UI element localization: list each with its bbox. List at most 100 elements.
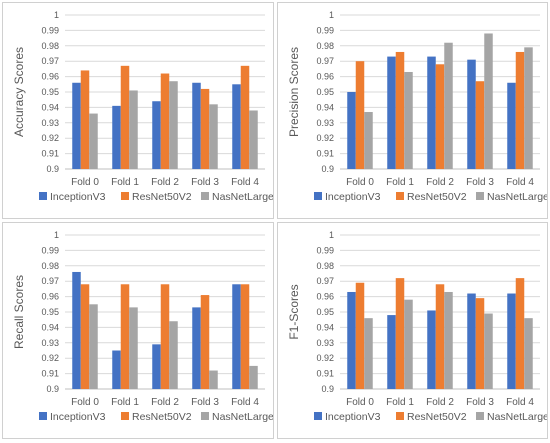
chart-3-bar-nasnetlarge: [524, 318, 533, 389]
chart-3-legend-swatch-nasnetlarge: [476, 412, 484, 420]
chart-2-legend-label-inceptionv3: InceptionV3: [50, 411, 106, 423]
chart-1-bar-nasnetlarge: [524, 47, 533, 170]
chart-3-bar-inceptionv3: [467, 293, 476, 389]
chart-2-xtick-label: Fold 1: [111, 397, 139, 408]
chart-2-bar-nasnetlarge: [209, 370, 218, 389]
chart-0-bar-inceptionv3: [192, 82, 201, 169]
chart-1-bar-inceptionv3: [427, 56, 436, 169]
chart-0-legend-swatch-nasnetlarge: [201, 192, 209, 200]
f1-chart: 0.9 0.91 0.92 0.93 0.94 0.95 0.96 0.97 0.98 0.99 1…: [287, 230, 549, 423]
chart-1-ytick-label: 0.97: [316, 56, 334, 66]
chart-0-legend-label-inceptionv3: InceptionV3: [50, 191, 106, 203]
chart-2-bar-inceptionv3: [232, 284, 241, 389]
chart-0-legend-swatch-inceptionv3: [39, 192, 47, 200]
chart-3-bar-inceptionv3: [387, 315, 396, 389]
chart-3-ytick-label: 0.92: [316, 353, 334, 363]
chart-3-bar-resnet50v2: [475, 298, 485, 389]
chart-2-ytick-label: 1: [54, 230, 59, 240]
accuracy-chart: 0.9 0.91 0.92 0.93 0.94 0.95 0.96 0.97 0.98 0.99 1…: [12, 10, 274, 203]
chart-2-ytick-label: 0.9: [46, 384, 59, 394]
chart-1-bar-inceptionv3: [387, 56, 396, 169]
chart-1-bar-nasnetlarge: [484, 33, 493, 170]
chart-2-bar-inceptionv3: [112, 350, 121, 389]
chart-3-legend-swatch-inceptionv3: [314, 412, 322, 420]
chart-3-legend-label-resnet50v2: ResNet50V2: [407, 411, 467, 423]
chart-0-bar-resnet50v2: [160, 73, 170, 169]
chart-1-xtick-label: Fold 1: [386, 177, 414, 188]
chart-1-bar-resnet50v2: [475, 81, 485, 169]
chart-1-legend-swatch-inceptionv3: [314, 192, 322, 200]
chart-1-bar-inceptionv3: [347, 92, 356, 169]
chart-3-ytick-label: 1: [329, 230, 334, 240]
accuracy-chart-panel: 0.9 0.91 0.92 0.93 0.94 0.95 0.96 0.97 0.98 0.99 1…: [2, 2, 274, 219]
chart-0-bar-resnet50v2: [80, 70, 90, 169]
chart-0-ytick-label: 0.92: [41, 133, 59, 143]
chart-3-bar-resnet50v2: [355, 282, 365, 389]
chart-0-bar-nasnetlarge: [169, 81, 178, 169]
chart-0-bar-inceptionv3: [72, 82, 81, 169]
chart-3-bar-resnet50v2: [515, 278, 525, 389]
chart-3-legend-label-inceptionv3: InceptionV3: [325, 411, 381, 423]
chart-1-xtick-label: Fold 0: [346, 177, 374, 188]
chart-0-xtick-label: Fold 0: [71, 177, 99, 188]
chart-0-legend-label-nasnetlarge: NasNetLarge: [212, 191, 273, 203]
chart-3-ytick-label: 0.98: [316, 261, 334, 271]
chart-0-ytick-label: 0.94: [41, 102, 59, 112]
chart-1-ytick-label: 0.93: [316, 118, 334, 128]
chart-2-legend-swatch-nasnetlarge: [201, 412, 209, 420]
chart-0-bar-nasnetlarge: [129, 90, 138, 169]
chart-1-ylabel: Precision Scores: [287, 47, 301, 137]
chart-1-legend-label-inceptionv3: InceptionV3: [325, 191, 381, 203]
chart-0-xtick-label: Fold 3: [191, 177, 219, 188]
chart-0-bar-inceptionv3: [112, 105, 121, 169]
chart-1-xtick-label: Fold 2: [426, 177, 454, 188]
chart-3-ytick-label: 0.9: [321, 384, 334, 394]
chart-3-xtick-label: Fold 2: [426, 397, 454, 408]
chart-2-ytick-label: 0.97: [41, 276, 59, 286]
f1-chart-panel: 0.9 0.91 0.92 0.93 0.94 0.95 0.96 0.97 0.98 0.99 1…: [277, 222, 549, 439]
chart-2-ytick-label: 0.92: [41, 353, 59, 363]
chart-1-legend-label-nasnetlarge: NasNetLarge: [487, 191, 547, 203]
chart-0-xtick-label: Fold 4: [231, 177, 259, 188]
chart-2-ytick-label: 0.98: [41, 261, 59, 271]
chart-3-bar-nasnetlarge: [404, 299, 413, 389]
chart-0-bar-nasnetlarge: [209, 104, 218, 169]
chart-2-bar-resnet50v2: [240, 284, 250, 389]
chart-3-xtick-label: Fold 0: [346, 397, 374, 408]
chart-2-bar-nasnetlarge: [129, 307, 138, 389]
chart-0-bar-inceptionv3: [232, 84, 241, 169]
chart-1-ytick-label: 0.99: [316, 25, 334, 35]
precision-chart-panel: 0.9 0.91 0.92 0.93 0.94 0.95 0.96 0.97 0.98 0.99 1…: [277, 2, 549, 219]
chart-2-ytick-label: 0.99: [41, 245, 59, 255]
chart-3-bar-resnet50v2: [435, 284, 445, 389]
chart-3-ytick-label: 0.93: [316, 338, 334, 348]
chart-2-legend-label-resnet50v2: ResNet50V2: [132, 411, 192, 423]
chart-1-ytick-label: 0.9: [321, 164, 334, 174]
chart-3-ytick-label: 0.97: [316, 276, 334, 286]
chart-2-ytick-label: 0.93: [41, 338, 59, 348]
chart-3-legend-label-nasnetlarge: NasNetLarge: [487, 411, 547, 423]
chart-3-bar-nasnetlarge: [484, 313, 493, 389]
chart-3-xtick-label: Fold 4: [506, 397, 534, 408]
chart-1-ytick-label: 0.94: [316, 102, 334, 112]
chart-2-xtick-label: Fold 0: [71, 397, 99, 408]
chart-2-legend-swatch-inceptionv3: [39, 412, 47, 420]
chart-2-ylabel: Recall Scores: [12, 275, 26, 349]
chart-1-bar-resnet50v2: [395, 51, 405, 169]
chart-1-bar-nasnetlarge: [444, 42, 453, 169]
chart-3-ytick-label: 0.91: [316, 369, 334, 379]
chart-3-xtick-label: Fold 3: [466, 397, 494, 408]
chart-2-bar-inceptionv3: [72, 271, 81, 389]
chart-1-bar-resnet50v2: [355, 61, 365, 170]
chart-0-bar-nasnetlarge: [249, 110, 258, 169]
chart-2-bar-resnet50v2: [120, 284, 130, 389]
chart-0-xtick-label: Fold 2: [151, 177, 179, 188]
chart-2-ytick-label: 0.96: [41, 292, 59, 302]
chart-0-bar-resnet50v2: [200, 88, 210, 169]
chart-2-bar-nasnetlarge: [169, 321, 178, 389]
chart-2-legend-label-nasnetlarge: NasNetLarge: [212, 411, 273, 423]
chart-0-ytick-label: 1: [54, 10, 59, 20]
chart-1-legend-swatch-nasnetlarge: [476, 192, 484, 200]
chart-2-xtick-label: Fold 4: [231, 397, 259, 408]
chart-1-ytick-label: 0.91: [316, 149, 334, 159]
